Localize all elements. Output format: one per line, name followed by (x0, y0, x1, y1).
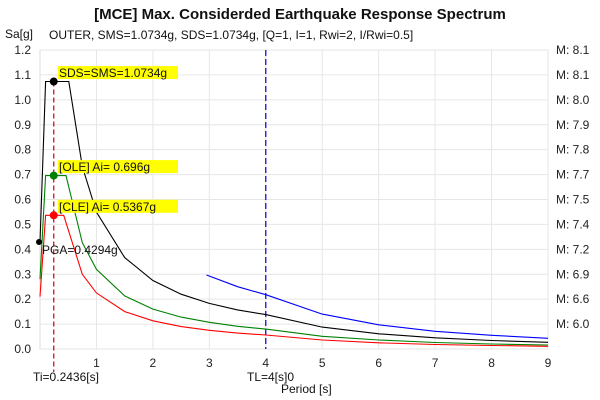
y-tick-label: 0.7 (14, 168, 31, 182)
chart-subtitle: OUTER, SMS=1.0734g, SDS=1.0734g, [Q=1, I… (49, 28, 414, 42)
x-tick-label: 8 (488, 356, 495, 370)
y-tick-label: 0.4 (14, 242, 31, 256)
sds-label-box (58, 66, 178, 80)
sds-marker (49, 77, 58, 86)
y-axis-label: Sa[g] (5, 27, 34, 41)
right-axis-label: M: 8.1 (556, 43, 590, 57)
y-tick-label: 0.1 (14, 317, 31, 331)
series-line-mce (39, 80, 549, 343)
y-tick-label: 0.8 (14, 143, 31, 157)
pga-marker (36, 239, 42, 246)
tl-label: TL=4[s]0 (247, 370, 294, 384)
series-line-blue (206, 274, 549, 339)
right-axis-label: M: 7.7 (556, 168, 590, 182)
y-tick-label: 0.0 (14, 342, 31, 356)
cle-label-box (58, 199, 178, 213)
right-axis-label: M: 8.1 (556, 68, 590, 82)
y-tick-label: 0.9 (14, 118, 31, 132)
x-tick-label: 3 (206, 356, 213, 370)
y-tick-label: 0.2 (14, 292, 31, 306)
x-tick-label: 1 (93, 356, 100, 370)
chart-title: [MCE] Max. Considerded Earthquake Respon… (94, 6, 506, 23)
ole-marker (49, 171, 58, 180)
right-axis-label: M: 7.9 (556, 118, 590, 132)
x-axis-label: Period [s] (281, 382, 332, 396)
y-tick-label: 0.3 (14, 267, 31, 281)
ole-label: [OLE] Ai= 0.696g (59, 160, 150, 174)
x-tick-label: 4 (262, 356, 269, 370)
x-tick-label: 6 (375, 356, 382, 370)
right-axis-label: M: 6.0 (556, 317, 590, 331)
y-tick-label: 1.1 (14, 68, 31, 82)
x-tick-label: 7 (432, 356, 439, 370)
right-axis-label: M: 7.2 (556, 242, 590, 256)
x-tick-label: 9 (545, 356, 552, 370)
right-axis-label: M: 8.0 (556, 93, 590, 107)
series-line-cle (39, 214, 549, 347)
ole-label-box (58, 160, 178, 174)
x-tick-label: 2 (150, 356, 157, 370)
right-axis-label: M: 7.4 (556, 217, 590, 231)
x-tick-label: 5 (319, 356, 326, 370)
right-axis-label: M: 6.6 (556, 292, 590, 306)
y-tick-label: 0.5 (14, 217, 31, 231)
y-tick-label: 1.0 (14, 93, 31, 107)
ti-label: Ti=0.2436[s] (33, 370, 99, 384)
pga-label: PGA=0.4294g (42, 243, 118, 257)
right-axis-label: M: 7.8 (556, 143, 590, 157)
y-tick-label: 0.6 (14, 193, 31, 207)
right-axis-label: M: 6.9 (556, 267, 590, 281)
right-axis-label: M: 7.5 (556, 193, 590, 207)
sds-label: SDS=SMS=1.0734g (59, 66, 167, 80)
y-tick-label: 1.2 (14, 43, 31, 57)
cle-marker (49, 211, 58, 220)
cle-label: [CLE] Ai= 0.5367g (59, 200, 156, 214)
